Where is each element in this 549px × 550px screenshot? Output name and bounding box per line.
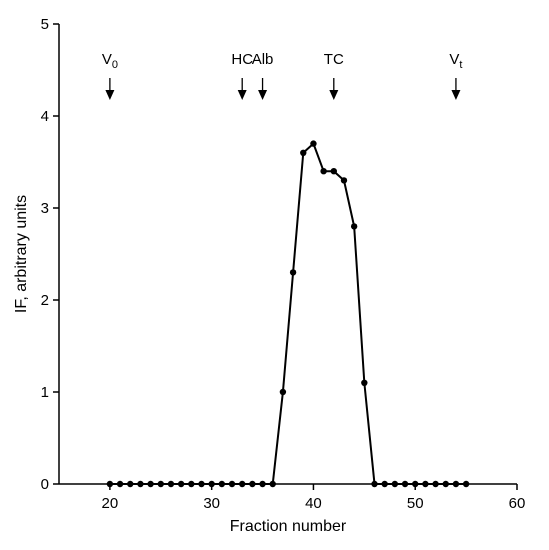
x-tick-label: 50: [407, 495, 424, 512]
fraction-marker-label: Vt: [449, 51, 462, 71]
data-point: [381, 480, 388, 488]
y-tick-label: 5: [41, 16, 49, 33]
series-group: [106, 140, 470, 488]
data-point: [391, 480, 399, 488]
fraction-marker-label: TC: [324, 51, 344, 68]
x-tick-label: 20: [102, 495, 119, 512]
data-point: [157, 480, 164, 488]
data-point: [228, 480, 236, 488]
data-point: [350, 223, 358, 230]
arrow-head: [105, 90, 115, 100]
fraction-marker-subscript: 0: [112, 59, 118, 71]
data-point: [279, 388, 287, 396]
data-point: [330, 168, 337, 175]
data-point: [452, 480, 460, 488]
y-tick-label: 1: [41, 384, 49, 401]
arrow-head: [237, 90, 247, 100]
data-point: [462, 480, 470, 488]
data-point: [401, 480, 409, 488]
data-point: [106, 480, 114, 488]
data-point: [198, 480, 205, 488]
arrow-head: [451, 90, 461, 100]
fraction-marker: HC: [231, 51, 253, 100]
fraction-marker-subscript: t: [459, 59, 462, 71]
data-point: [208, 480, 215, 488]
ticks: 20 30 40 50 60 0 1 2 3 4 5: [41, 16, 526, 512]
y-tick-label: 3: [41, 200, 49, 217]
data-point: [116, 480, 124, 488]
y-tick-label: 0: [41, 476, 49, 493]
y-tick-label: 4: [41, 108, 49, 125]
data-point: [147, 480, 154, 488]
data-point: [137, 480, 144, 488]
data-point: [432, 480, 439, 488]
data-point: [442, 480, 449, 488]
fraction-marker: TC: [324, 51, 344, 100]
fraction-marker-label: Alb: [252, 51, 274, 68]
data-point: [177, 480, 185, 488]
data-point: [188, 480, 195, 488]
fraction-marker: V0: [102, 51, 118, 100]
arrow-head: [329, 90, 339, 100]
data-point: [361, 379, 368, 386]
fraction-marker: Alb: [252, 51, 274, 100]
data-point: [289, 269, 297, 276]
x-tick-label: 60: [509, 495, 526, 512]
data-point: [412, 480, 419, 488]
data-point: [249, 480, 256, 488]
fraction-marker-label: HC: [231, 51, 253, 68]
data-point: [239, 480, 246, 488]
data-point: [167, 480, 175, 488]
fraction-marker-label: V0: [102, 51, 118, 71]
y-tick-label: 2: [41, 292, 49, 309]
x-axis-label: Fraction number: [230, 518, 347, 535]
y-axis-label: IF, arbitrary units: [13, 195, 30, 313]
data-point: [300, 149, 307, 156]
fraction-marker: Vt: [449, 51, 462, 100]
data-point: [320, 168, 327, 175]
data-point: [259, 480, 266, 488]
x-tick-label: 40: [305, 495, 322, 512]
data-point: [422, 480, 429, 488]
data-point: [340, 177, 348, 184]
data-point: [218, 480, 226, 488]
data-point: [127, 480, 134, 488]
data-point: [269, 480, 276, 488]
axes: [58, 24, 517, 485]
series-line: [109, 142, 467, 485]
x-tick-label: 30: [203, 495, 220, 512]
arrow-head: [258, 90, 268, 100]
data-point: [371, 480, 378, 488]
data-point: [310, 140, 317, 147]
